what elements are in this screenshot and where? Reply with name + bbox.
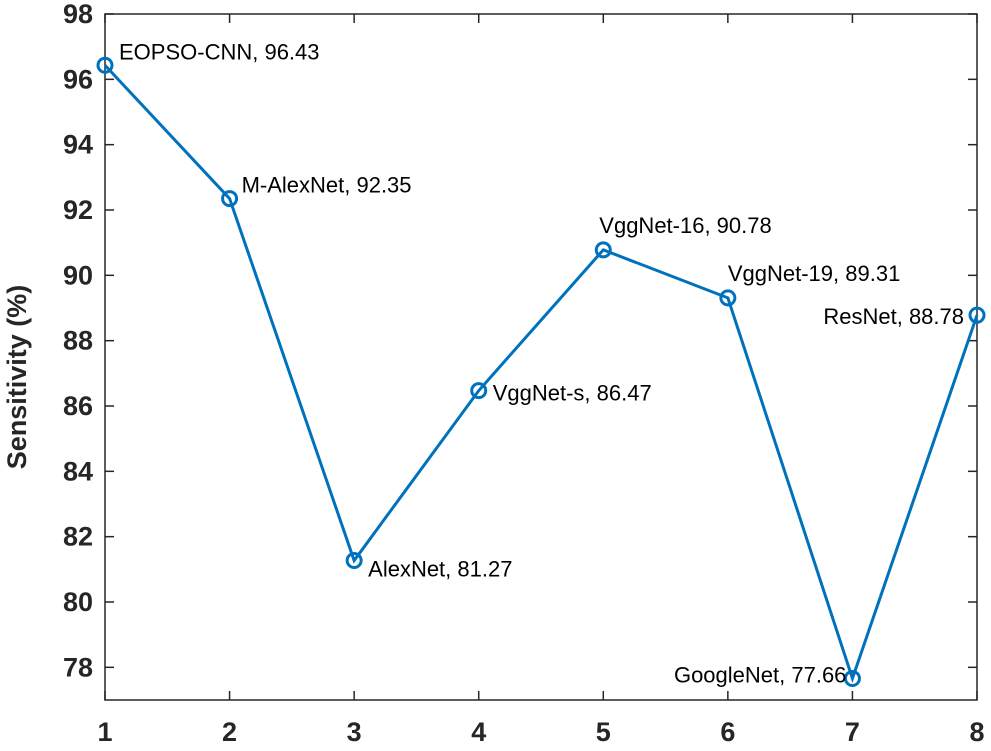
data-label: VggNet-16, 90.78 xyxy=(599,213,771,238)
data-point-marker xyxy=(594,241,612,259)
data-markers xyxy=(96,56,986,687)
x-tick-label: 4 xyxy=(471,717,486,747)
data-label: AlexNet, 81.27 xyxy=(368,557,512,582)
x-tick-label: 5 xyxy=(596,717,611,747)
series-line xyxy=(103,64,979,684)
plot-area-frame xyxy=(104,13,978,701)
data-point-marker xyxy=(470,382,488,400)
data-label: EOPSO-CNN, 96.43 xyxy=(119,39,320,64)
data-labels: EOPSO-CNN, 96.43 M-AlexNet, 92.35 AlexNet,… xyxy=(119,39,964,687)
x-tick-label: 6 xyxy=(720,717,735,747)
x-tick-label: 8 xyxy=(969,717,984,747)
data-point-marker xyxy=(96,56,114,74)
data-label: VggNet-19, 89.31 xyxy=(728,261,900,286)
y-tick-label: 80 xyxy=(63,587,93,617)
data-label: VggNet-s, 86.47 xyxy=(493,381,652,406)
y-tick-label: 88 xyxy=(63,326,93,356)
y-tick-label: 92 xyxy=(63,195,93,225)
x-axis-ticks: 1 2 3 4 5 6 7 8 xyxy=(97,14,985,747)
x-tick-label: 3 xyxy=(347,717,362,747)
data-point-marker xyxy=(843,669,861,687)
data-label: M-AlexNet, 92.35 xyxy=(242,173,412,198)
y-axis-ticks: 78 80 82 84 86 88 90 92 94 96 98 xyxy=(63,0,977,682)
y-tick-label: 98 xyxy=(63,0,93,29)
data-point-marker xyxy=(221,190,239,208)
x-tick-label: 2 xyxy=(222,717,237,747)
data-label: ResNet, 88.78 xyxy=(823,304,964,329)
data-point-marker xyxy=(719,289,737,307)
y-tick-label: 94 xyxy=(63,130,93,160)
data-point-marker xyxy=(968,306,986,324)
y-axis-label: Sensitivity (%) xyxy=(2,285,32,470)
data-point-marker xyxy=(345,552,363,570)
y-tick-label: 82 xyxy=(63,522,93,552)
y-tick-label: 96 xyxy=(63,64,93,94)
y-tick-label: 90 xyxy=(63,260,93,290)
data-label: GoogleNet, 77.66 xyxy=(674,662,846,687)
y-tick-label: 84 xyxy=(63,456,93,486)
y-tick-label: 78 xyxy=(63,652,93,682)
x-tick-label: 1 xyxy=(97,717,112,747)
x-tick-label: 7 xyxy=(845,717,860,747)
y-tick-label: 86 xyxy=(63,391,93,421)
